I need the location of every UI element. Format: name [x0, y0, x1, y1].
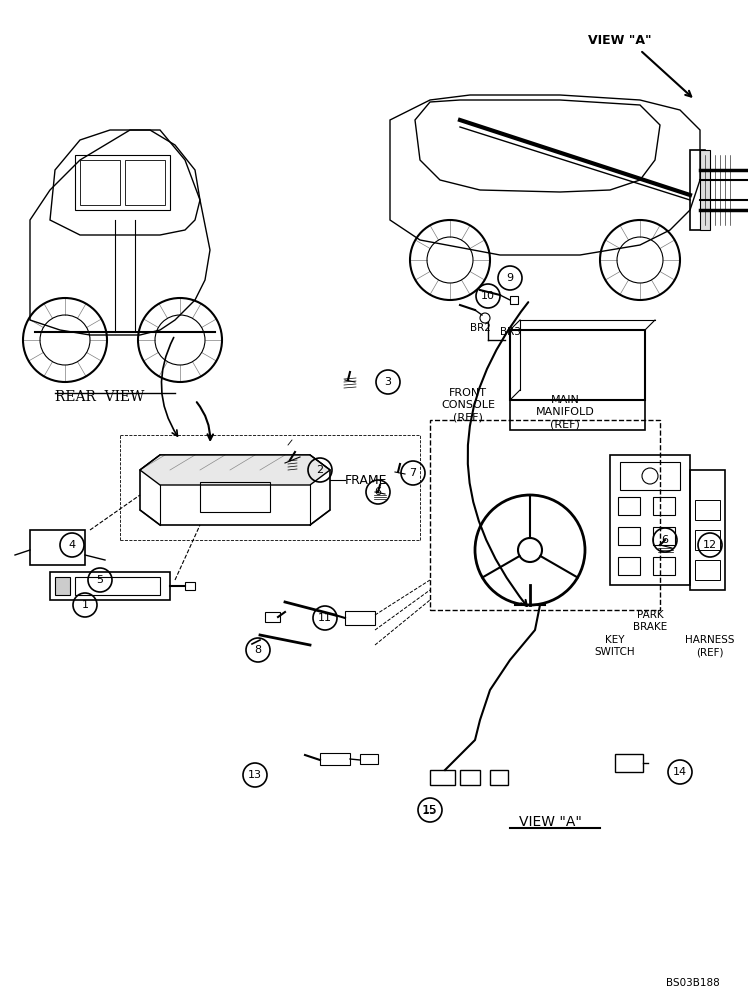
- Bar: [695, 560, 720, 580]
- Bar: [55, 577, 70, 595]
- Text: REAR  VIEW: REAR VIEW: [55, 390, 144, 404]
- Text: VIEW "A": VIEW "A": [518, 815, 581, 829]
- Text: 6: 6: [661, 535, 669, 545]
- Bar: [653, 497, 675, 515]
- Polygon shape: [140, 455, 330, 485]
- Bar: [610, 455, 690, 585]
- Bar: [200, 482, 270, 512]
- Bar: [510, 330, 645, 400]
- Text: 7: 7: [409, 468, 417, 478]
- Bar: [360, 754, 378, 764]
- Bar: [185, 582, 195, 590]
- Text: 3: 3: [384, 377, 391, 387]
- Bar: [653, 527, 675, 545]
- Bar: [690, 470, 725, 590]
- Text: HARNESS
(REF): HARNESS (REF): [685, 635, 735, 657]
- Bar: [430, 420, 660, 610]
- Text: 15: 15: [423, 805, 437, 815]
- Bar: [510, 296, 518, 304]
- Text: MAIN
MANIFOLD
(REF): MAIN MANIFOLD (REF): [536, 395, 595, 429]
- Text: 6: 6: [375, 487, 381, 497]
- Text: 13: 13: [248, 770, 262, 780]
- Bar: [615, 754, 643, 772]
- Text: 1: 1: [82, 600, 88, 610]
- Bar: [320, 753, 350, 765]
- Bar: [695, 500, 720, 520]
- Text: 5: 5: [96, 575, 103, 585]
- Bar: [653, 557, 675, 575]
- Bar: [690, 150, 705, 230]
- Bar: [618, 497, 640, 515]
- Text: 11: 11: [318, 613, 332, 623]
- Bar: [265, 612, 280, 622]
- Text: 12: 12: [703, 540, 717, 550]
- Text: BR2: BR2: [470, 323, 491, 333]
- Bar: [510, 400, 645, 430]
- Text: BR3: BR3: [500, 327, 521, 337]
- Bar: [75, 155, 170, 210]
- Text: 2: 2: [316, 465, 324, 475]
- Bar: [75, 577, 160, 595]
- Bar: [700, 150, 710, 230]
- Bar: [50, 572, 170, 600]
- Text: 15: 15: [422, 804, 438, 816]
- Bar: [125, 160, 165, 205]
- Text: FRAME: FRAME: [345, 474, 387, 487]
- Text: VIEW "A": VIEW "A": [588, 33, 652, 46]
- Bar: [618, 557, 640, 575]
- Bar: [618, 527, 640, 545]
- Bar: [345, 611, 375, 625]
- Text: BS03B188: BS03B188: [666, 978, 720, 988]
- Bar: [460, 770, 480, 785]
- Text: 9: 9: [506, 273, 514, 283]
- Bar: [490, 770, 508, 785]
- Bar: [620, 462, 680, 490]
- Text: 8: 8: [254, 645, 262, 655]
- Text: KEY
SWITCH: KEY SWITCH: [595, 635, 635, 657]
- Text: 14: 14: [673, 767, 687, 777]
- Bar: [80, 160, 120, 205]
- Text: 4: 4: [68, 540, 76, 550]
- Text: FRONT
CONSOLE
(REF): FRONT CONSOLE (REF): [441, 388, 495, 422]
- Text: 10: 10: [481, 291, 495, 301]
- Text: PARK
BRAKE: PARK BRAKE: [633, 610, 667, 632]
- Bar: [430, 770, 455, 785]
- Bar: [695, 530, 720, 550]
